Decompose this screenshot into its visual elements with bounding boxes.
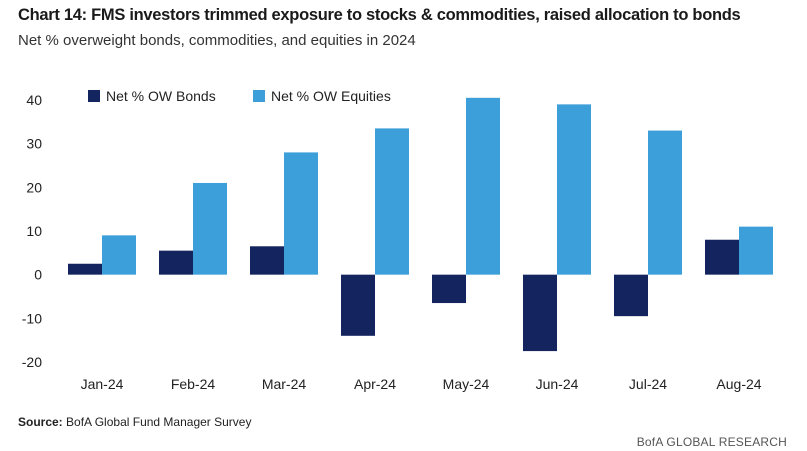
bar-bonds-jul-24 xyxy=(614,274,648,317)
y-tick-label: 30 xyxy=(26,136,42,152)
bar-bonds-feb-24 xyxy=(159,250,193,275)
x-tick-label: Mar-24 xyxy=(262,376,307,392)
bar-equities-feb-24 xyxy=(193,182,227,275)
legend-swatch-bonds xyxy=(88,90,100,102)
bars xyxy=(68,97,773,352)
y-tick-label: 40 xyxy=(26,92,42,108)
y-tick-label: 20 xyxy=(26,179,42,195)
x-tick-label: Jun-24 xyxy=(536,376,579,392)
bar-equities-aug-24 xyxy=(739,226,773,275)
y-tick-label: -10 xyxy=(22,310,42,326)
chart-title: Chart 14: FMS investors trimmed exposure… xyxy=(18,6,741,24)
bar-equities-jul-24 xyxy=(648,130,682,275)
x-tick-label: Aug-24 xyxy=(716,376,761,392)
bar-equities-mar-24 xyxy=(284,152,318,275)
y-axis-ticks: 40 30 20 10 0 -10 -20 xyxy=(22,92,42,370)
legend-label-bonds: Net % OW Bonds xyxy=(106,88,216,104)
brand-footer: BofA GLOBAL RESEARCH xyxy=(636,435,787,449)
y-tick-label: 0 xyxy=(34,267,42,283)
chart-subtitle: Net % overweight bonds, commodities, and… xyxy=(18,32,416,49)
legend: Net % OW Bonds Net % OW Equities xyxy=(88,88,391,104)
bar-bonds-jun-24 xyxy=(523,274,557,352)
bar-bonds-aug-24 xyxy=(705,239,739,275)
source-text: BofA Global Fund Manager Survey xyxy=(66,415,252,429)
bar-equities-may-24 xyxy=(466,97,500,275)
bar-equities-apr-24 xyxy=(375,128,409,275)
x-tick-label: Feb-24 xyxy=(171,376,216,392)
x-tick-label: May-24 xyxy=(443,376,490,392)
bar-equities-jun-24 xyxy=(557,104,591,275)
bar-bonds-mar-24 xyxy=(250,246,284,275)
source-label: Source: xyxy=(18,415,63,429)
bar-bonds-may-24 xyxy=(432,274,466,304)
legend-swatch-equities xyxy=(253,90,265,102)
x-axis-ticks: Jan-24 Feb-24 Mar-24 Apr-24 May-24 Jun-24 Jul-… xyxy=(81,376,762,392)
bar-bonds-apr-24 xyxy=(341,274,375,336)
x-tick-label: Apr-24 xyxy=(354,376,396,392)
source-note: Source: BofA Global Fund Manager Survey xyxy=(18,415,251,429)
y-tick-label: -20 xyxy=(22,354,42,370)
legend-label-equities: Net % OW Equities xyxy=(271,88,391,104)
bar-equities-jan-24 xyxy=(102,235,136,275)
y-tick-label: 10 xyxy=(26,223,42,239)
x-tick-label: Jan-24 xyxy=(81,376,124,392)
bar-bonds-jan-24 xyxy=(68,263,102,275)
x-tick-label: Jul-24 xyxy=(629,376,667,392)
